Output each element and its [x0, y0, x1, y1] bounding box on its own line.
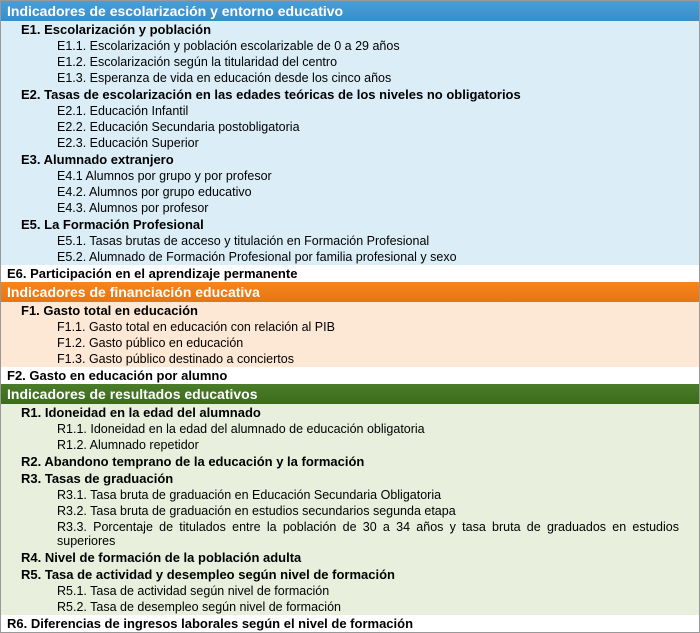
item-e5-2: E5.2. Alumnado de Formación Profesional …	[1, 249, 699, 265]
item-r4: R4. Nivel de formación de la población a…	[1, 549, 699, 566]
item-f2: F2. Gasto en educación por alumno	[1, 367, 699, 384]
section-header-resultados: Indicadores de resultados educativos	[1, 384, 699, 404]
item-e1-1: E1.1. Escolarización y población escolar…	[1, 38, 699, 54]
item-r6: R6. Diferencias de ingresos laborales se…	[1, 615, 699, 632]
section-body-financiacion: F1. Gasto total en educación F1.1. Gasto…	[1, 302, 699, 367]
item-f1-3: F1.3. Gasto público destinado a conciert…	[1, 351, 699, 367]
section-body-resultados: R1. Idoneidad en la edad del alumnado R1…	[1, 404, 699, 615]
item-r1-2: R1.2. Alumnado repetidor	[1, 437, 699, 453]
item-e1-3: E1.3. Esperanza de vida en educación des…	[1, 70, 699, 86]
item-e5: E5. La Formación Profesional	[1, 216, 699, 233]
item-e6: E6. Participación en el aprendizaje perm…	[1, 265, 699, 282]
item-e4-3: E4.3. Alumnos por profesor	[1, 200, 699, 216]
item-r5-2: R5.2. Tasa de desempleo según nivel de f…	[1, 599, 699, 615]
item-r5-1: R5.1. Tasa de actividad según nivel de f…	[1, 583, 699, 599]
item-r1-1: R1.1. Idoneidad en la edad del alumnado …	[1, 421, 699, 437]
section-body-escolarizacion: E1. Escolarización y población E1.1. Esc…	[1, 21, 699, 265]
item-r1: R1. Idoneidad en la edad del alumnado	[1, 404, 699, 421]
item-e1-2: E1.2. Escolarización según la titularida…	[1, 54, 699, 70]
item-r3-2: R3.2. Tasa bruta de graduación en estudi…	[1, 503, 699, 519]
item-e4-1: E4.1 Alumnos por grupo y por profesor	[1, 168, 699, 184]
item-r3-1: R3.1. Tasa bruta de graduación en Educac…	[1, 487, 699, 503]
item-f1-2: F1.2. Gasto público en educación	[1, 335, 699, 351]
item-e2: E2. Tasas de escolarización en las edade…	[1, 86, 699, 103]
item-r5: R5. Tasa de actividad y desempleo según …	[1, 566, 699, 583]
item-e2-3: E2.3. Educación Superior	[1, 135, 699, 151]
item-f1-1: F1.1. Gasto total en educación con relac…	[1, 319, 699, 335]
item-e3: E3. Alumnado extranjero	[1, 151, 699, 168]
item-f1: F1. Gasto total en educación	[1, 302, 699, 319]
section-header-financiacion: Indicadores de financiación educativa	[1, 282, 699, 302]
item-e2-2: E2.2. Educación Secundaria postobligator…	[1, 119, 699, 135]
item-e4-2: E4.2. Alumnos por grupo educativo	[1, 184, 699, 200]
item-r3: R3. Tasas de graduación	[1, 470, 699, 487]
item-e1: E1. Escolarización y población	[1, 21, 699, 38]
item-r2: R2. Abandono temprano de la educación y …	[1, 453, 699, 470]
item-e2-1: E2.1. Educación Infantil	[1, 103, 699, 119]
item-e5-1: E5.1. Tasas brutas de acceso y titulació…	[1, 233, 699, 249]
section-header-escolarizacion: Indicadores de escolarización y entorno …	[1, 1, 699, 21]
item-r3-3: R3.3. Porcentaje de titulados entre la p…	[1, 519, 699, 549]
